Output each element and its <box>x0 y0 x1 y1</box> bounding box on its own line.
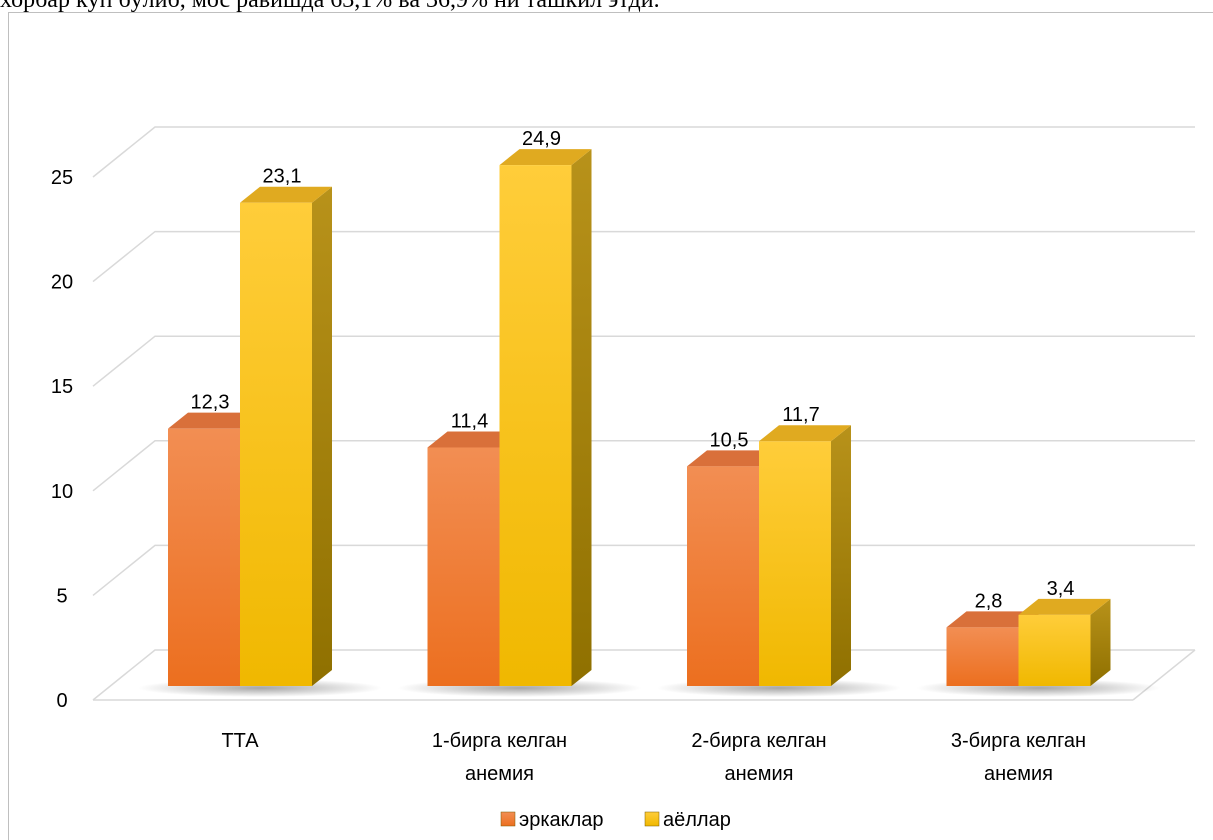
y-axis-ticks: 0 5 10 15 20 25 <box>51 167 73 712</box>
y-tick-label: 10 <box>51 481 73 503</box>
y-tick-label: 0 <box>56 690 67 712</box>
x-category-label: 3-бирга келган анемия <box>951 730 1086 785</box>
legend-swatch <box>644 811 660 827</box>
chart-frame <box>8 12 1213 840</box>
data-label: 23,1 <box>263 166 302 188</box>
legend: эркаклар аёллар <box>500 809 731 831</box>
data-label: 24,9 <box>522 128 561 150</box>
data-label: 10,5 <box>710 429 749 451</box>
bar <box>687 466 759 686</box>
bar-top <box>1018 598 1111 615</box>
bar <box>499 165 572 687</box>
data-labels: 12,3 23,1 11,4 24,9 10,5 11,7 2,8 3,4 <box>191 128 1075 612</box>
data-label: 11,7 <box>782 404 819 426</box>
y-tick-label: 25 <box>51 167 73 189</box>
bar-side <box>831 425 851 686</box>
legend-label: эркаклар <box>519 809 604 831</box>
bar-top <box>946 611 1039 628</box>
bar <box>427 447 500 686</box>
y-tick-label: 20 <box>51 272 73 294</box>
gridline <box>92 335 1195 387</box>
x-category-label: ТТА <box>221 730 259 752</box>
bar <box>168 428 240 686</box>
data-label: 2,8 <box>975 590 1003 612</box>
legend-label: аёллар <box>663 809 731 831</box>
document-text-line: хорбар кўп бўлиб, мос равишда 63,1% ва 3… <box>0 0 1213 12</box>
y-tick-label: 5 <box>56 585 67 607</box>
bar-top <box>240 186 332 203</box>
bar-top <box>168 412 260 429</box>
bar-top <box>687 450 779 467</box>
bar-top <box>499 149 592 166</box>
x-axis-categories: ТТА 1-бирга келган анемия 2-бирга келган ане… <box>221 730 1086 785</box>
gridline <box>92 126 1195 178</box>
x-category-label: 1-бирга келган анемия <box>432 730 567 785</box>
y-tick-label: 15 <box>51 376 73 398</box>
x-category-label: 2-бирга келган анемия <box>691 730 826 785</box>
data-label: 12,3 <box>191 392 230 414</box>
bars <box>138 149 1161 697</box>
bar <box>240 202 312 687</box>
legend-swatch <box>500 811 516 827</box>
bar-top <box>759 425 851 442</box>
data-label: 11,4 <box>451 411 488 433</box>
bar <box>759 441 831 686</box>
bar-side <box>312 186 332 687</box>
bar-side <box>1090 598 1111 686</box>
bar-side <box>571 149 592 687</box>
gridline <box>92 230 1195 283</box>
bar <box>946 627 1019 686</box>
data-label: 3,4 <box>1047 578 1075 600</box>
bar <box>1018 614 1091 686</box>
bar-top <box>427 431 520 448</box>
